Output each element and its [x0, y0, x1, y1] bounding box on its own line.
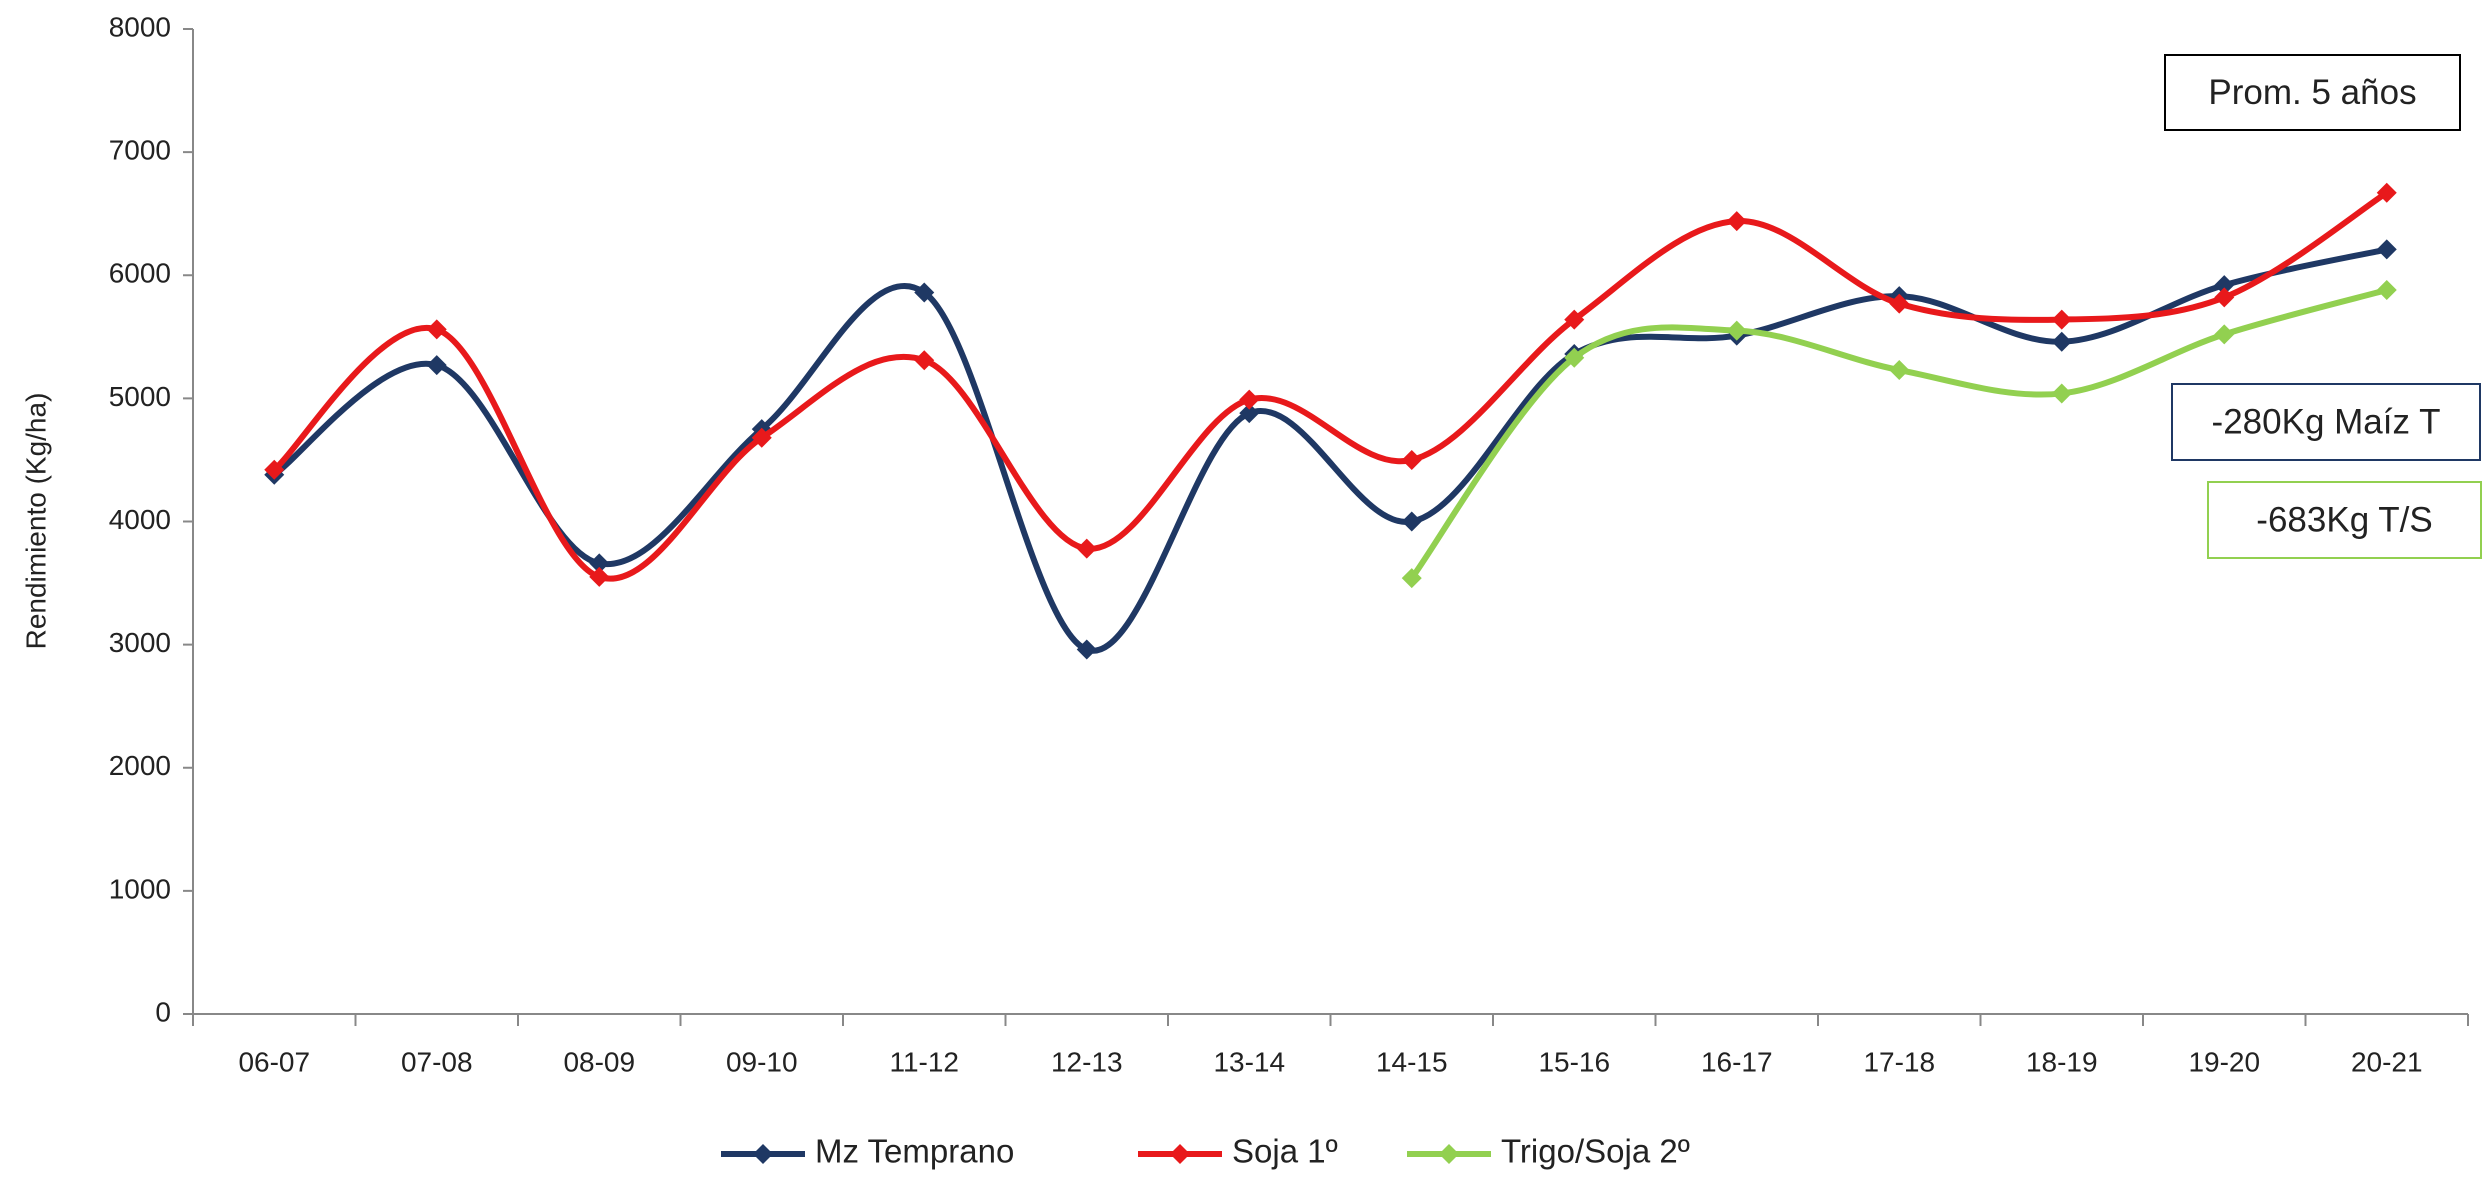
- y-tick-label: 3000: [109, 627, 171, 658]
- data-point: [1401, 511, 1422, 532]
- x-tick-label: 14-15: [1376, 1046, 1448, 1077]
- y-tick-label: 4000: [109, 504, 171, 535]
- x-tick-label: 09-10: [726, 1046, 798, 1077]
- data-point: [1564, 347, 1585, 368]
- series-line: [272, 190, 2389, 582]
- y-tick-label: 6000: [109, 258, 171, 289]
- annotation-text: -280Kg Maíz T: [2212, 402, 2441, 441]
- y-tick-label: 7000: [109, 135, 171, 166]
- data-point: [1564, 309, 1585, 330]
- data-point: [264, 459, 285, 480]
- data-point: [2051, 383, 2072, 404]
- x-tick-label: 06-07: [238, 1046, 310, 1077]
- legend-swatch-marker: [1439, 1144, 1459, 1164]
- y-tick-label: 5000: [109, 381, 171, 412]
- data-point: [2376, 239, 2397, 260]
- x-tick-label: 19-20: [2188, 1046, 2260, 1077]
- annotation-box: [2164, 54, 2461, 131]
- legend-label: Trigo/Soja 2º: [1501, 1133, 1690, 1170]
- data-point: [2376, 182, 2397, 203]
- data-point: [2214, 324, 2235, 345]
- data-point: [751, 427, 772, 448]
- data-point: [1076, 639, 1097, 660]
- x-tick-label: 15-16: [1538, 1046, 1610, 1077]
- data-point: [426, 355, 447, 376]
- data-point: [2214, 287, 2235, 308]
- x-tick-label: 11-12: [889, 1046, 959, 1077]
- series-line: [272, 246, 2388, 654]
- legend-swatch-marker: [1170, 1144, 1190, 1164]
- annotation-text: -683Kg T/S: [2256, 500, 2432, 539]
- y-tick-label: 0: [155, 996, 171, 1027]
- x-tick-label: 07-08: [401, 1046, 473, 1077]
- data-point: [1401, 568, 1422, 589]
- data-point: [914, 282, 935, 303]
- data-point: [426, 319, 447, 340]
- legend-label: Soja 1º: [1232, 1133, 1338, 1170]
- data-point: [914, 350, 935, 371]
- y-axis-label: Rendimiento (Kg/ha): [20, 393, 51, 650]
- data-point: [1076, 538, 1097, 559]
- x-tick-label: 20-21: [2351, 1046, 2423, 1077]
- x-tick-label: 12-13: [1051, 1046, 1123, 1077]
- data-point: [1889, 293, 1910, 314]
- data-point: [2051, 309, 2072, 330]
- data-point: [1726, 320, 1747, 341]
- annotation-box: [2171, 383, 2481, 461]
- data-point: [1401, 449, 1422, 470]
- x-tick-label: 18-19: [2026, 1046, 2098, 1077]
- data-point: [1239, 403, 1260, 424]
- annotation-text: Prom. 5 años: [2208, 73, 2416, 112]
- data-point: [1239, 389, 1260, 410]
- x-tick-label: 17-18: [1863, 1046, 1935, 1077]
- y-tick-label: 2000: [109, 750, 171, 781]
- y-tick-label: 8000: [109, 11, 171, 42]
- data-point: [2051, 331, 2072, 352]
- x-tick-label: 13-14: [1213, 1046, 1285, 1077]
- y-tick-label: 1000: [109, 873, 171, 904]
- data-point: [589, 566, 610, 587]
- data-point: [1889, 360, 1910, 381]
- legend-swatch-marker: [753, 1144, 773, 1164]
- data-point: [589, 553, 610, 574]
- legend-label: Mz Temprano: [815, 1133, 1014, 1170]
- data-point: [1726, 211, 1747, 232]
- annotation-box: [2207, 481, 2482, 559]
- x-tick-label: 08-09: [563, 1046, 635, 1077]
- data-point: [2376, 280, 2397, 301]
- x-tick-label: 16-17: [1701, 1046, 1773, 1077]
- data-point: [2214, 275, 2235, 296]
